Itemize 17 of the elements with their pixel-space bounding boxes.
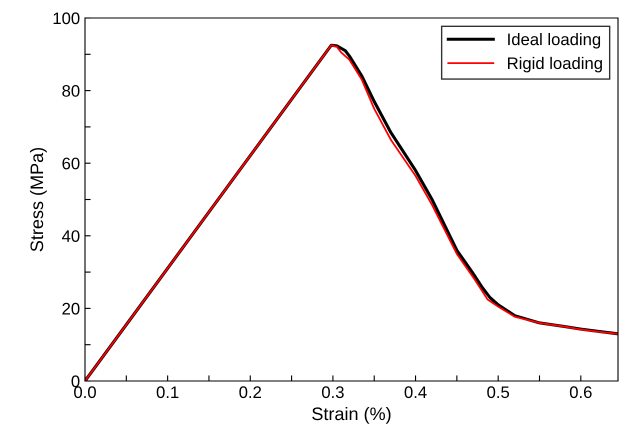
y-tick-label: 60 (62, 158, 80, 170)
x-tick-label: 0.6 (570, 386, 592, 398)
x-tick-label: 0.0 (74, 386, 96, 398)
x-tick-label: 0.2 (239, 386, 262, 398)
x-tick-label: 0.3 (322, 386, 344, 398)
y-tick-label: 0 (72, 375, 80, 388)
x-tick-label: 0.4 (404, 386, 427, 398)
y-tick-label: 40 (62, 230, 80, 242)
x-tick-label: 0.1 (156, 386, 178, 398)
x-axis-title: Strain (%) (312, 406, 391, 424)
y-tick-label: 80 (62, 85, 80, 97)
x-tick-label: 0.5 (487, 386, 510, 398)
y-tick-label: 100 (54, 12, 80, 24)
legend-label: Ideal loading (508, 33, 600, 49)
y-tick-label: 20 (62, 302, 80, 315)
legend-label: Rigid loading (508, 56, 602, 72)
y-axis-title: Stress (MPa) (30, 148, 47, 252)
